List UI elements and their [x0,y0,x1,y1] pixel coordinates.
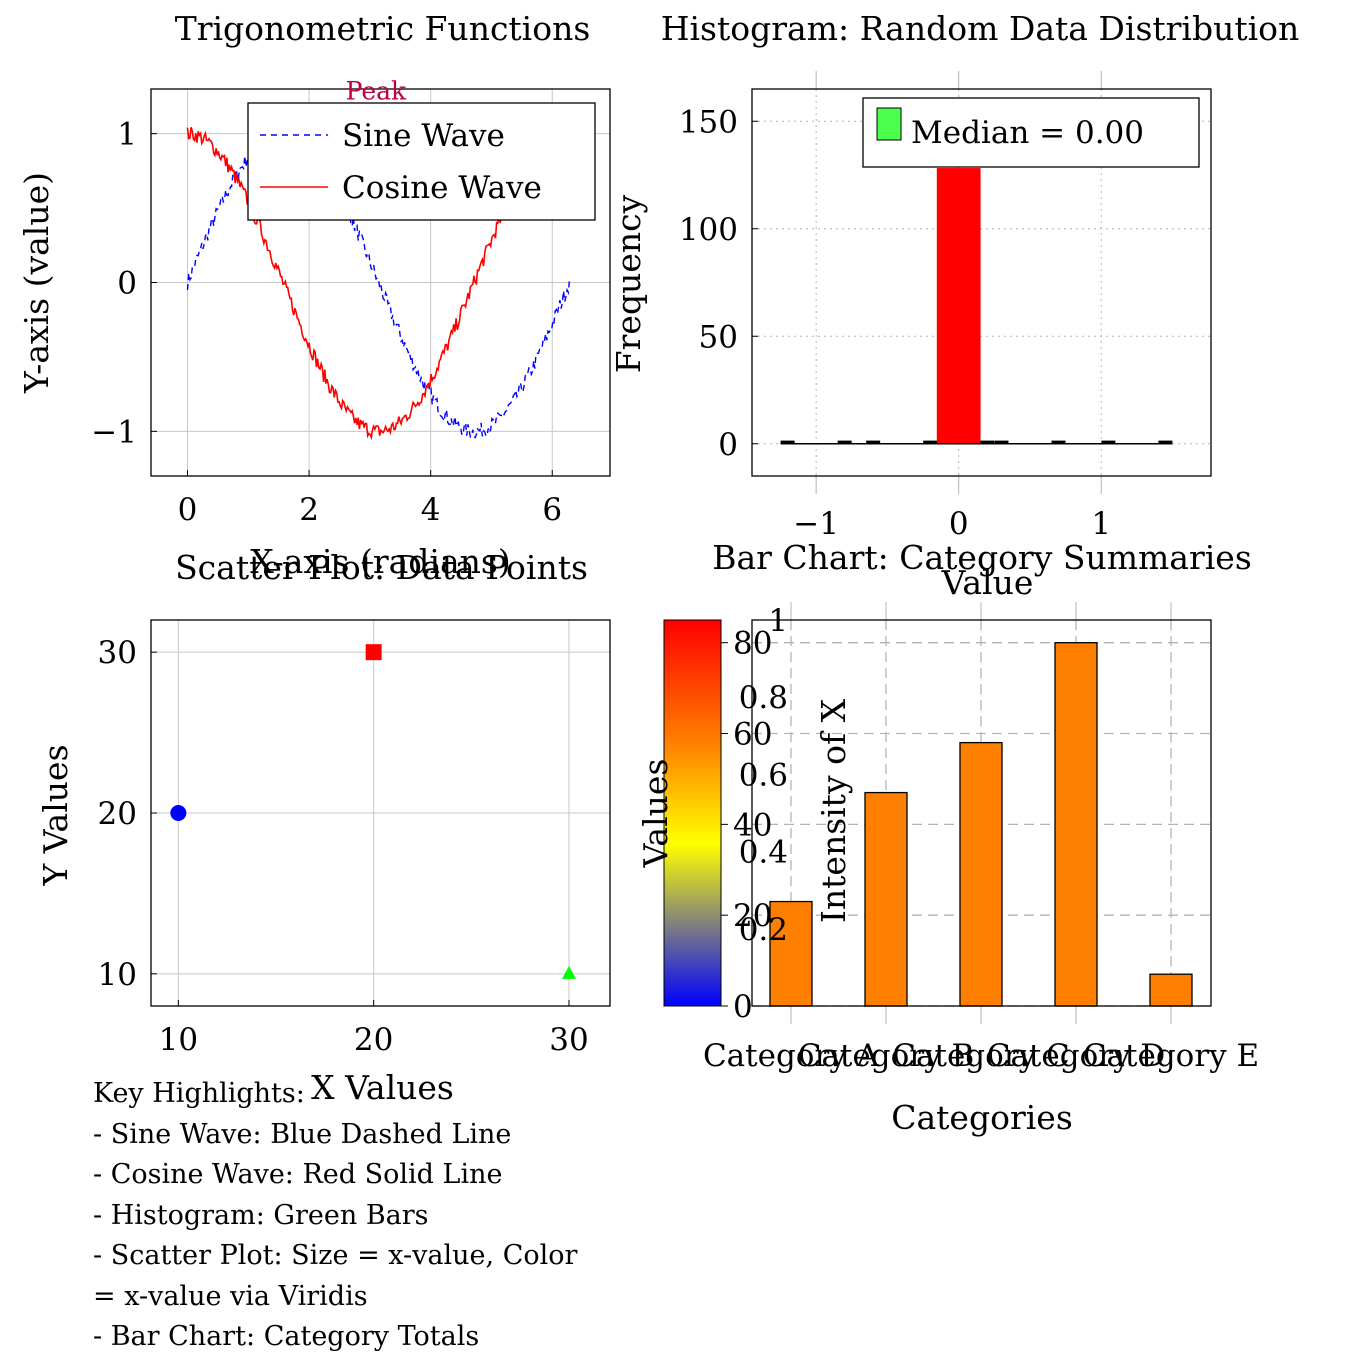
trig-x-tick-label: 2 [299,492,319,528]
category-bar [959,741,1003,1007]
trig-x-tick-label: 6 [542,492,562,528]
category-tick-label: Category C [892,1038,1069,1074]
bars-title: Bar Chart: Category Summaries [712,538,1252,577]
intensity-tick-label: 1 [768,603,788,639]
hist-x-axis-label: Value [941,563,1034,602]
hist-y-axis-label: Frequency [609,194,648,373]
scatter-x-axis-label: X Values [311,1068,454,1107]
hist-bar [866,440,881,444]
trig-legend-box [247,102,596,221]
bars-y-axis-label: Values [636,759,675,869]
scatter-y-tick-label: 30 [98,635,137,671]
trig-chart: 0 2 4 6 −1 0 1 Peak Sine Wave Cosine Wave Trigonom… [17,9,611,581]
hist-y-tick-label: 50 [699,319,738,355]
scatter-point-square [365,644,382,661]
scatter-x-tick-label: 10 [159,1022,198,1058]
scatter-title: Scatter Plot: Data Points [175,548,588,587]
notes-line: = x-value via Viridis [93,1280,368,1312]
hist-y-tick-label: 0 [718,427,738,463]
hist-legend-swatch [876,107,902,141]
scatter-chart: 10 20 30 10 20 30 Scatter Plot: Data Points X V… [36,548,611,1107]
hist-bar [994,440,1009,444]
scatter-x-tick-label: 20 [354,1022,393,1058]
scatter-y-axis-label: Y Values [36,744,75,886]
colorbar-tick-label: 80 [733,626,772,662]
hist-legend-box [862,97,1200,168]
hist-y-tick-label: 100 [679,212,738,248]
hist-bar [923,440,938,444]
colorbar-tick-label: 60 [733,717,772,753]
notes-line: - Cosine Wave: Red Solid Line [93,1159,503,1190]
hist-bar [936,168,981,445]
hist-y-tick-label: 150 [679,104,738,140]
intensity-tick-label: 0.6 [739,757,788,793]
trig-annotation: Peak [346,76,407,105]
hist-x-tick-label: 1 [1091,506,1111,542]
colorbar [663,619,722,1007]
trig-title: Trigonometric Functions [175,9,591,48]
intensity-tick-label: 0.2 [739,912,788,948]
trig-y-tick-label: 0 [117,266,137,302]
trig-legend-label: Cosine Wave [342,170,542,206]
hist-axes-frame [751,88,1212,477]
scatter-x-tick-label: 30 [549,1022,588,1058]
notes-line: Key Highlights: [93,1078,305,1109]
intensity-axis-label: Intensity of X [814,698,853,923]
notes-line: - Histogram: Green Bars [93,1199,429,1231]
trig-legend-label: Sine Wave [342,118,505,154]
category-tick-label: Category A [703,1038,880,1074]
intensity-tick-label: 0.8 [739,680,788,716]
hist-bar [980,440,995,444]
scatter-point-circle [170,805,187,821]
intensity-tick-label: 0.4 [739,835,788,871]
scatter-axes-frame [150,619,611,1007]
histogram-chart: −1 0 1 0 50 100 150 Median = 0.00 Histogram: Ran… [609,9,1299,602]
category-bar [769,900,813,1007]
category-tick-label: Category B [798,1038,974,1074]
category-tick-label: Category E [1083,1038,1259,1074]
trig-x-tick-label: 4 [421,492,441,528]
hist-legend-label: Median = 0.00 [911,115,1144,151]
category-bar [1149,973,1193,1007]
category-tick-label: Category D [987,1038,1166,1074]
trig-axes-frame [150,88,611,477]
colorbar-tick-label: 40 [733,807,772,843]
bars-axes-frame [751,619,1212,1007]
notes-line: - Bar Chart: Category Totals [93,1321,480,1352]
trig-y-tick-label: −1 [91,414,137,450]
hist-bar [1158,440,1173,444]
trig-x-tick-label: 0 [178,492,198,528]
colorbar-tick-label: 0 [733,989,753,1025]
scatter-y-tick-label: 20 [98,796,137,832]
trig-x-axis-label: X-axis (radians) [250,542,510,581]
hist-bar [780,440,795,444]
scatter-y-tick-label: 10 [98,957,137,993]
hist-bar [837,440,852,444]
hist-bar [1101,440,1116,444]
hist-title: Histogram: Random Data Distribution [661,9,1300,48]
trig-y-tick-label: 1 [117,117,137,153]
hist-x-tick-label: 0 [949,506,969,542]
scatter-point-triangle [561,965,576,979]
category-bar [1054,642,1098,1007]
bars-x-axis-label: Categories [891,1098,1073,1137]
key-highlights-notes: Key Highlights: - Sine Wave: Blue Dashed… [93,1074,693,1358]
category-bar [864,791,908,1007]
hist-bar [1051,440,1066,444]
notes-line: - Sine Wave: Blue Dashed Line [93,1118,512,1150]
hist-x-tick-label: −1 [793,506,839,542]
colorbar-tick-label: 20 [733,898,772,934]
trig-y-axis-label: Y-axis (value) [17,172,56,394]
notes-line: - Scatter Plot: Size = x-value, Color [93,1240,578,1271]
